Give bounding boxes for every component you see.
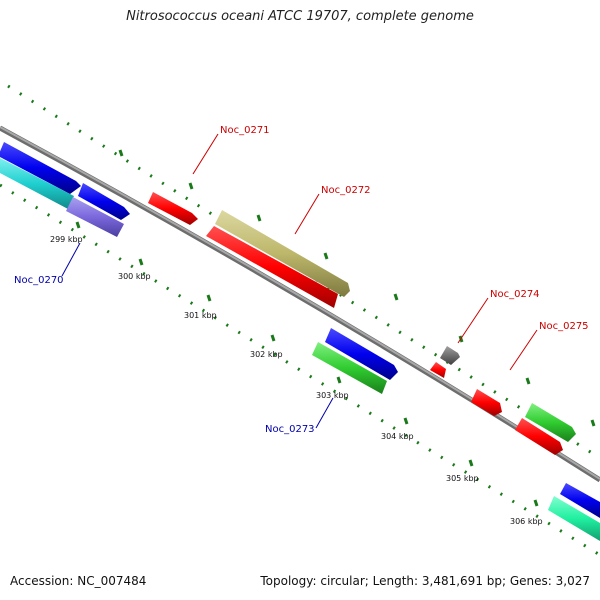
gene-green-forward <box>525 403 576 442</box>
inner-major-ticks <box>75 221 539 507</box>
map-title: Nitrosococcus oceani ATCC 19707, complet… <box>126 9 474 24</box>
gene-label-noc-0272: Noc_0272 <box>321 185 371 196</box>
tick-label: 301 kbp <box>184 311 217 320</box>
tick-label: 306 kbp <box>510 517 543 526</box>
tick-label: 304 kbp <box>381 432 414 441</box>
gene-label-noc-0275: Noc_0275 <box>539 321 589 332</box>
gene-spring-green-reverse <box>548 496 600 541</box>
tick-label: 302 kbp <box>250 350 283 359</box>
gene-blue-forward-2 <box>78 183 130 220</box>
gene-red-reverse-4 <box>515 418 563 455</box>
gene-blue-reverse-4 <box>560 483 600 518</box>
gene-blue-forward-1 <box>0 142 81 194</box>
tick-label: 299 kbp <box>50 235 83 244</box>
tick-label: 305 kbp <box>446 474 479 483</box>
gene-red-reverse-2 <box>430 362 446 378</box>
gene-label-noc-0274: Noc_0274 <box>490 289 540 300</box>
accession-text: Accession: NC_007484 <box>10 574 147 588</box>
gene-label-noc-0273: Noc_0273 <box>265 424 315 435</box>
gene-red-reverse-3 <box>471 389 502 416</box>
gene-gray-noc-0274 <box>440 346 460 365</box>
gene-red-noc-0271 <box>148 192 198 225</box>
gene-red-reverse-1 <box>206 226 338 308</box>
genome-stats-text: Topology: circular; Length: 3,481,691 bp… <box>260 574 590 588</box>
tick-label: 303 kbp <box>316 391 349 400</box>
gene-khaki-noc-0272 <box>215 210 350 297</box>
gene-label-noc-0270: Noc_0270 <box>14 275 64 286</box>
gene-green-noc-0273 <box>312 342 387 394</box>
tick-label: 300 kbp <box>118 272 151 281</box>
gene-label-noc-0271: Noc_0271 <box>220 125 270 136</box>
outer-major-ticks <box>118 149 596 427</box>
genome-backbone-highlight <box>0 126 600 480</box>
gene-blue-forward-3 <box>325 328 398 380</box>
gene-cyan-reverse <box>0 158 74 209</box>
gene-purple-noc-0270 <box>66 197 124 237</box>
label-leader-lines <box>61 133 538 429</box>
